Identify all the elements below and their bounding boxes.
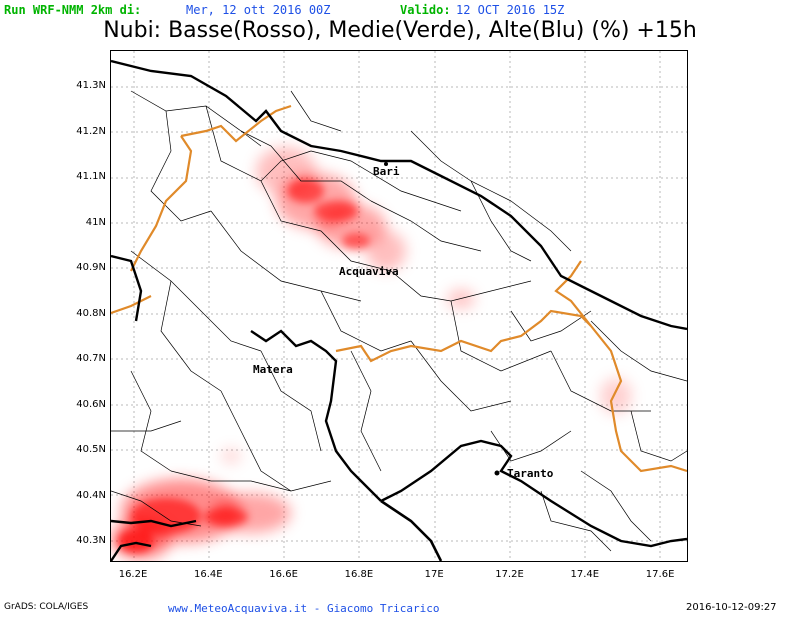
map-title: Nubi: Basse(Rosso), Medie(Verde), Alte(B… <box>103 18 697 43</box>
lon-tick-label: 16.6E <box>269 569 298 580</box>
city-label-acquaviva: Acquaviva <box>339 265 399 278</box>
timestamp: 2016-10-12-09:27 <box>686 602 777 613</box>
lat-tick-label: 41.2N <box>76 125 106 137</box>
lon-tick-label: 16.8E <box>344 569 374 580</box>
lat-tick-label: 40.3N <box>76 535 106 546</box>
lat-tick-label: 40.7N <box>76 353 106 364</box>
map-frame: Bari Acquaviva Matera Taranto <box>110 50 688 562</box>
municipal-boundaries <box>111 90 687 552</box>
city-label-taranto: Taranto <box>507 467 554 480</box>
run-value: Mer, 12 ott 2016 00Z <box>186 3 331 17</box>
lat-tick-label: 40.4N <box>76 489 106 501</box>
run-label: Run WRF-NMM 2km di: <box>4 3 142 17</box>
lat-tick-label: 41.3N <box>76 80 106 91</box>
province-border <box>111 59 687 561</box>
lon-tick-label: 16.2E <box>118 569 148 580</box>
low-cloud-field <box>111 147 632 559</box>
coastline <box>380 499 443 561</box>
valid-value: 12 OCT 2016 15Z <box>456 3 565 17</box>
city-label-bari: Bari <box>373 165 400 178</box>
region-border <box>111 104 687 473</box>
acquaviva-marker <box>386 271 390 275</box>
lat-tick-label: 40.5N <box>76 444 106 455</box>
map-canvas <box>111 51 687 561</box>
lat-tick-label: 40.8N <box>76 307 106 319</box>
lat-tick-label: 41N <box>85 216 106 228</box>
lon-tick-label: 17E <box>424 569 444 580</box>
lat-tick-label: 40.9N <box>76 262 106 273</box>
grads-credit: GrADS: COLA/IGES <box>4 602 89 612</box>
bari-marker <box>384 162 388 166</box>
taranto-marker <box>494 470 500 476</box>
lat-tick-label: 41.1N <box>76 171 106 182</box>
valid-label: Valido: <box>400 3 451 17</box>
lon-tick-label: 17.2E <box>495 569 524 580</box>
lat-tick-label: 40.6N <box>76 398 106 410</box>
lon-tick-label: 16.4E <box>194 569 223 580</box>
town-markers <box>384 162 500 476</box>
lon-tick-label: 17.6E <box>645 569 675 580</box>
lon-tick-label: 17.4E <box>570 569 600 580</box>
city-label-matera: Matera <box>253 363 293 376</box>
site-credit: www.MeteoAcquaviva.it - Giacomo Tricaric… <box>168 602 440 615</box>
